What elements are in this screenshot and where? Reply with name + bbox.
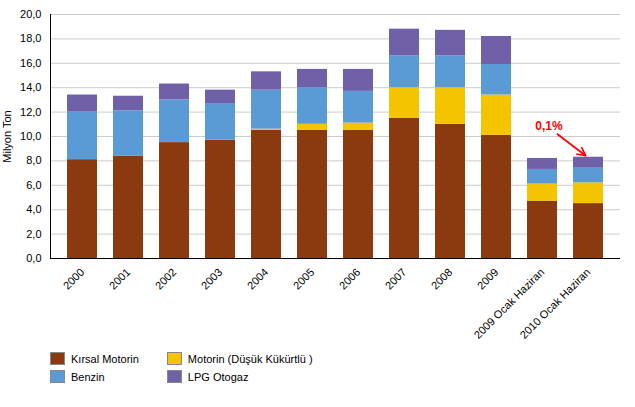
svg-text:16,0: 16,0 <box>20 57 41 69</box>
svg-text:2008: 2008 <box>429 266 455 292</box>
html-text:Benzin: Benzin <box>71 370 105 383</box>
svg-text:2006: 2006 <box>337 266 363 292</box>
svg-text:18,0: 18,0 <box>20 32 41 44</box>
svg-text:Milyon Ton: Milyon Ton <box>1 110 13 162</box>
svg-text:2004: 2004 <box>245 266 271 292</box>
svg-text:6,0: 6,0 <box>26 179 41 191</box>
svg-text:4,0: 4,0 <box>26 203 41 215</box>
svg-text:2005: 2005 <box>291 266 317 292</box>
svg-text:0,0: 0,0 <box>26 252 41 264</box>
svg-text:12,0: 12,0 <box>20 106 41 118</box>
svg-text:0,1%: 0,1% <box>535 119 563 133</box>
svg-text:2010 Ocak Haziran: 2010 Ocak Haziran <box>517 266 592 341</box>
html-text:LPG Otogaz: LPG Otogaz <box>187 370 249 383</box>
html-text:Motorin (Düşük Kükürtlü ): Motorin (Düşük Kükürtlü ) <box>187 352 313 365</box>
svg-text:2,0: 2,0 <box>26 228 41 240</box>
svg-text:14,0: 14,0 <box>20 81 41 93</box>
svg-text:10,0: 10,0 <box>20 130 41 142</box>
svg-text:2003: 2003 <box>199 266 225 292</box>
svg-text:2000: 2000 <box>61 266 87 292</box>
html-text:Kırsal Motorin: Kırsal Motorin <box>71 352 139 365</box>
svg-text:2001: 2001 <box>107 266 133 292</box>
svg-text:2002: 2002 <box>153 266 179 292</box>
svg-text:2007: 2007 <box>383 266 409 292</box>
svg-text:2009 Ocak Haziran: 2009 Ocak Haziran <box>471 265 547 341</box>
svg-text:8,0: 8,0 <box>26 154 41 166</box>
svg-text:2009: 2009 <box>475 266 501 292</box>
svg-text:20,0: 20,0 <box>20 8 41 20</box>
